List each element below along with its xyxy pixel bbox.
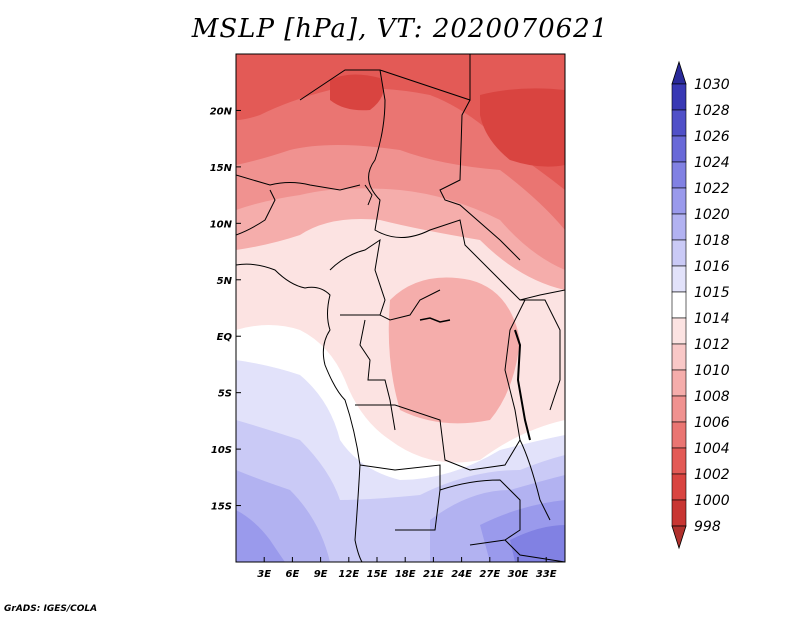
colorbar-segment: [671, 499, 687, 527]
credit-label: GrADS: IGES/COLA: [4, 604, 98, 614]
borders: [236, 54, 565, 562]
colorbar-segment: [671, 187, 687, 215]
great-lakes: [514, 329, 531, 441]
field-band-1010-central: [388, 277, 520, 424]
colorbar-label: 1015: [694, 285, 730, 301]
colorbar-label: 1020: [694, 207, 730, 223]
x-tick-label: 30E: [508, 569, 529, 580]
colorbar-label: 998: [694, 519, 721, 535]
y-axis: 20N 15N 10N 5N EQ 5S 10S 15S: [210, 106, 241, 513]
colorbar-label: 1004: [694, 441, 730, 457]
y-tick-label: EQ: [217, 332, 233, 343]
colorbar-label: 1006: [694, 415, 730, 431]
border-south: [504, 539, 565, 562]
lake-chad: [364, 184, 373, 206]
x-tick-label: 27E: [479, 569, 500, 580]
colorbar-label: 1010: [694, 363, 730, 379]
border-north-2: [368, 69, 565, 301]
border-drc: [355, 299, 526, 471]
pressure-field: [236, 54, 565, 562]
lake-malawi: [519, 439, 551, 521]
border-congo: [359, 319, 396, 431]
colorbar-label: 1022: [694, 181, 730, 197]
x-tick-label: 15E: [367, 569, 388, 580]
border-chad-sudan: [439, 99, 521, 261]
colorbar-label: 1018: [694, 233, 730, 249]
map-title: MSLP [hPa], VT: 2020070621: [191, 14, 609, 44]
colorbar-segment: [671, 421, 687, 449]
x-tick-label: 33E: [536, 569, 557, 580]
colorbar-segment: [671, 109, 687, 137]
colorbar-top-arrow: [671, 60, 687, 85]
field-band-1002b: [330, 74, 384, 111]
colorbar-segment: [671, 265, 687, 293]
map-frame: [235, 53, 566, 563]
field-band-1002: [480, 88, 565, 167]
y-tick-label: 5N: [217, 276, 233, 287]
colorbar-label: 1030: [694, 77, 730, 93]
colorbar-segment: [671, 83, 687, 111]
border-sahel: [236, 174, 361, 191]
colorbar-label: 1016: [694, 259, 730, 275]
y-tick-label: 10S: [211, 445, 232, 456]
colorbar-segment: [671, 317, 687, 345]
border-north-1: [299, 54, 471, 101]
x-tick-label: 3E: [257, 569, 271, 580]
border-westafrica: [236, 189, 276, 236]
colorbar-label: 1012: [694, 337, 730, 353]
colorbar: 998 1000 1002 1004 1006 1008 1010 1012 1014 1015 1…: [671, 60, 730, 550]
colorbar-segment: [671, 239, 687, 267]
x-tick-label: 21E: [423, 569, 444, 580]
border-zambia: [439, 479, 521, 546]
colorbar-label: 1000: [694, 493, 730, 509]
x-axis: 3E 6E 9E 12E 15E 18E 21E 24E 27E 30E 33E: [257, 557, 557, 580]
x-tick-label: 18E: [395, 569, 416, 580]
colorbar-label: 1014: [694, 311, 730, 327]
border-east: [520, 299, 561, 411]
colorbar-bottom-arrow: [671, 525, 687, 550]
colorbar-segment: [671, 473, 687, 501]
x-tick-label: 9E: [314, 569, 328, 580]
y-tick-label: 10N: [210, 219, 233, 230]
colorbar-segment: [671, 135, 687, 163]
y-tick-label: 20N: [210, 106, 233, 117]
colorbar-label: 1002: [694, 467, 730, 483]
x-tick-label: 6E: [286, 569, 300, 580]
x-tick-label: 24E: [451, 569, 472, 580]
colorbar-segment: [671, 291, 687, 319]
y-tick-label: 15N: [210, 163, 233, 174]
colorbar-label: 1024: [694, 155, 730, 171]
y-tick-label: 5S: [218, 389, 232, 400]
x-tick-label: 12E: [338, 569, 359, 580]
colorbar-segment: [671, 369, 687, 397]
border-nigeria-cameroon: [329, 238, 386, 316]
border-car: [340, 289, 441, 321]
west-coast: [236, 263, 363, 562]
border-angola: [359, 464, 441, 531]
colorbar-segment: [671, 447, 687, 475]
colorbar-label: 1028: [694, 103, 730, 119]
colorbar-segment: [671, 395, 687, 423]
colorbar-segment: [671, 161, 687, 189]
colorbar-segment: [671, 343, 687, 371]
colorbar-label: 1026: [694, 129, 730, 145]
field-band-1022-west: [236, 510, 285, 562]
colorbar-segment: [671, 213, 687, 241]
field-band-1024: [510, 525, 565, 562]
y-tick-label: 15S: [211, 502, 232, 513]
congo-river: [419, 317, 451, 323]
colorbar-label: 1008: [694, 389, 730, 405]
